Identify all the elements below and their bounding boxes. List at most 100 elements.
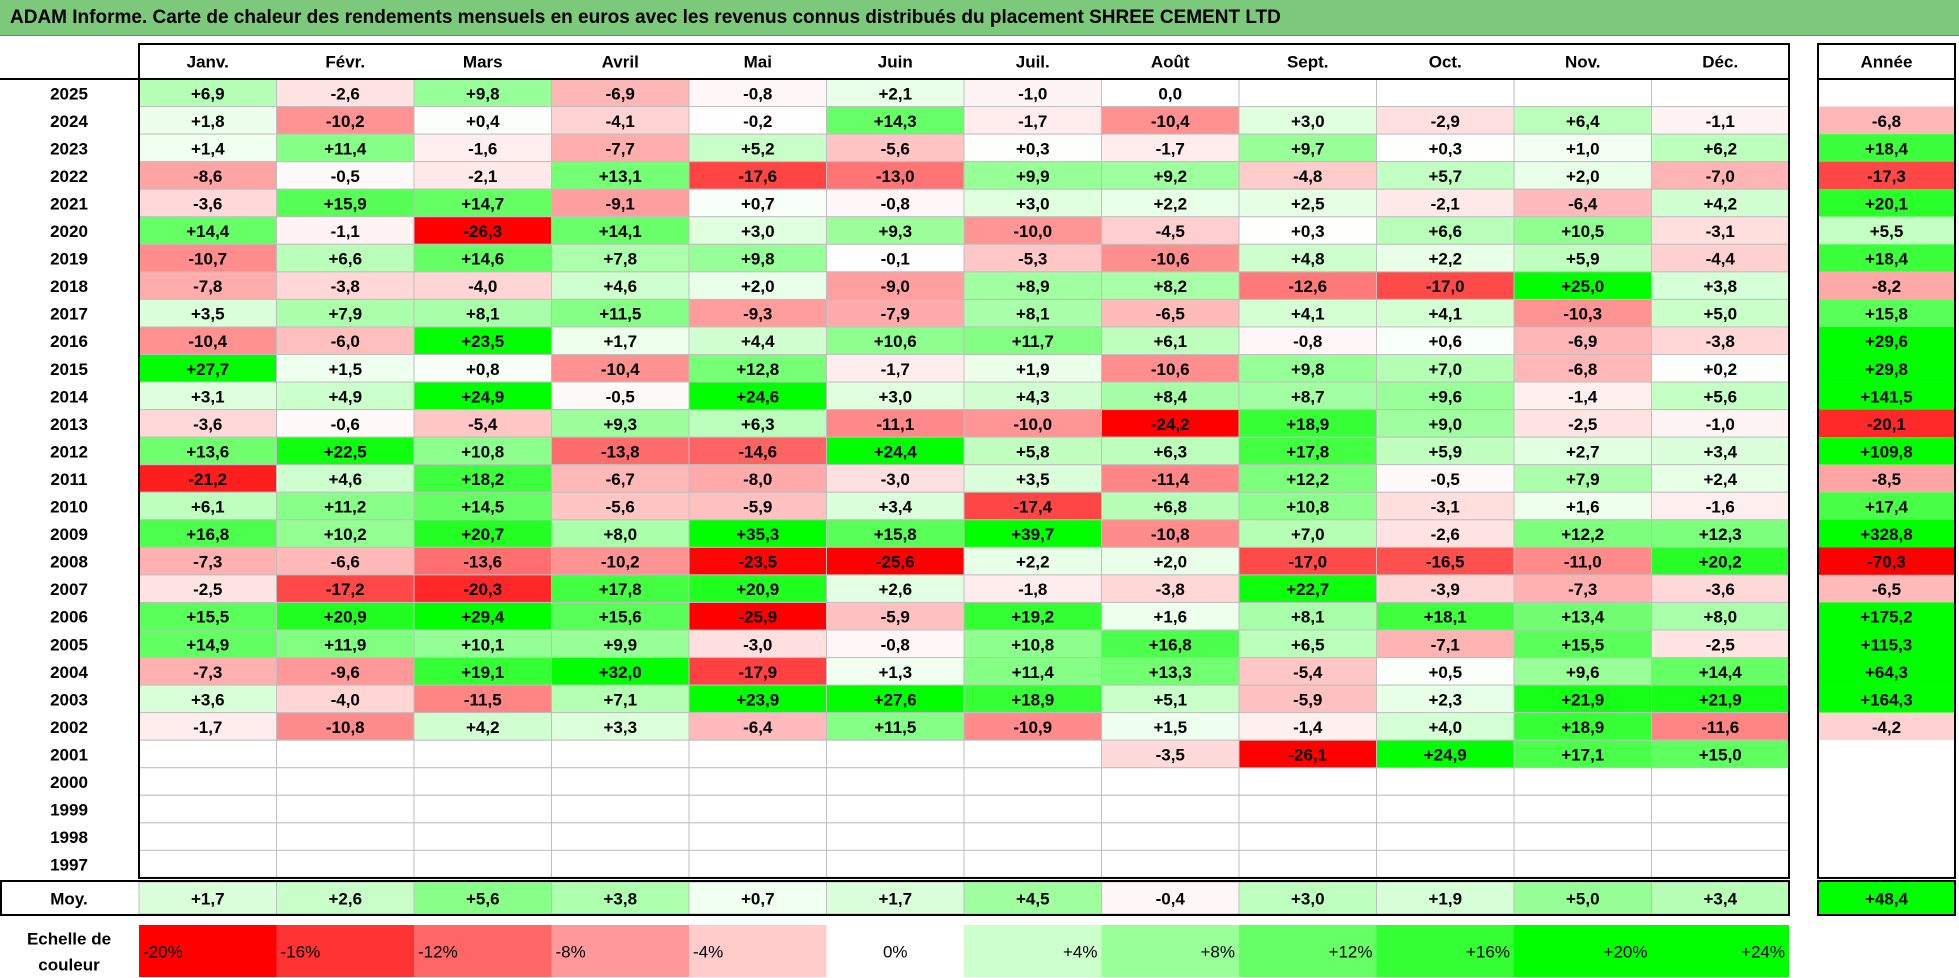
cell-value: +16,8 [186,525,229,544]
cell-value: +14,7 [461,194,504,213]
heat-cell [826,188,965,218]
cell-value: +1,7 [603,332,637,351]
cell-value: +11,5 [874,718,916,737]
annual-value: -6,8 [1872,112,1901,131]
average-frame [0,880,1790,916]
annual-cell [1818,464,1955,493]
cell-value: +10,6 [874,332,917,351]
cell-value: +1,4 [191,139,225,158]
heat-cell [413,243,552,273]
cell-value: +6,3 [1153,442,1187,461]
heat-cell [1238,161,1377,190]
average-row-label: Moy. [50,890,87,909]
cell-value: +6,3 [741,415,775,434]
cell-value: +1,6 [1566,498,1600,517]
cell-value: +8,1 [1016,305,1050,324]
cell-value: +2,2 [1016,553,1050,572]
heat-cell [826,657,965,686]
heat-cell [963,849,1102,879]
cell-value: +6,9 [191,84,225,103]
cell-value: +3,8 [1703,277,1737,296]
color-scale-swatch [1376,925,1514,977]
heat-cell [688,188,827,218]
cell-value: -21,2 [188,470,227,489]
heat-cell [826,436,965,466]
annual-cell [1818,299,1955,327]
heat-cell [1651,326,1790,356]
heat-cell [276,519,415,548]
heat-cell [1101,491,1240,521]
heat-cell [138,794,277,824]
heat-cell [826,822,965,851]
heat-cell [551,409,690,438]
cell-value: +0,4 [466,112,500,131]
cell-value: +5,7 [1428,167,1462,186]
heat-cell [826,849,965,879]
annual-cell [1818,574,1955,603]
cell-value: +8,1 [1291,608,1325,627]
heat-cell [1651,133,1790,163]
heat-cell [1238,354,1377,383]
heat-cell [1101,354,1240,383]
heat-cell [963,354,1102,383]
cell-value: -3,0 [881,470,910,489]
cell-value: +17,1 [1561,745,1604,764]
heat-cell [138,106,277,135]
heat-cell [688,271,827,300]
heat-cell [1651,161,1790,190]
heat-cell [1101,546,1240,576]
cell-value: +3,4 [878,498,912,517]
heat-cell [688,822,827,851]
annual-value: +175,2 [1860,608,1912,627]
annual-cell [1818,161,1955,190]
heat-cell [963,106,1102,135]
annual-cell [1818,216,1955,245]
heat-cell [1651,767,1790,796]
heat-cell [1101,271,1240,300]
cell-value: -5,3 [1018,250,1047,269]
color-scale-swatch [1239,925,1377,977]
cell-value: -3,5 [1156,745,1185,764]
annual-column-header: Année [1861,53,1913,72]
heat-cell [1376,354,1515,383]
heat-cell [413,794,552,824]
cell-value: -3,8 [331,277,360,296]
heat-cell [413,409,552,438]
heat-cell [276,657,415,686]
heat-cell [276,794,415,824]
heat-cell [413,326,552,356]
heat-cell [551,629,690,659]
heat-cell [826,491,965,521]
cell-value: -1,7 [1156,139,1185,158]
heat-cell [1101,243,1240,273]
color-scale-step-label: -20% [143,943,183,962]
heat-cell [1651,822,1790,851]
annual-value: -6,5 [1872,580,1901,599]
cell-value: +10,5 [1561,222,1604,241]
heat-cell [551,684,690,714]
heat-cell [1513,271,1652,300]
heat-cell [1513,629,1652,659]
cell-value: +5,8 [1016,442,1050,461]
heat-cell [276,546,415,576]
heat-cell [826,574,965,603]
cell-value: +18,9 [1011,690,1054,709]
column-header: Juil. [1016,53,1050,72]
heat-cell [551,326,690,356]
heat-cell [138,657,277,686]
color-scale-swatch [1651,925,1789,977]
heat-cell [276,822,415,851]
heat-cell [1513,436,1652,466]
color-scale-step-label: -16% [281,943,321,962]
heat-cell [413,849,552,879]
cell-value: -9,3 [743,305,772,324]
heat-cell [413,161,552,190]
annual-cell [1818,850,1955,878]
cell-value: -4,0 [331,690,360,709]
cell-value: -5,6 [881,139,910,158]
cell-value: +0,3 [1016,139,1050,158]
cell-value: -23,5 [738,553,777,572]
cell-value: +22,7 [1286,580,1329,599]
cell-value: +15,6 [599,608,642,627]
